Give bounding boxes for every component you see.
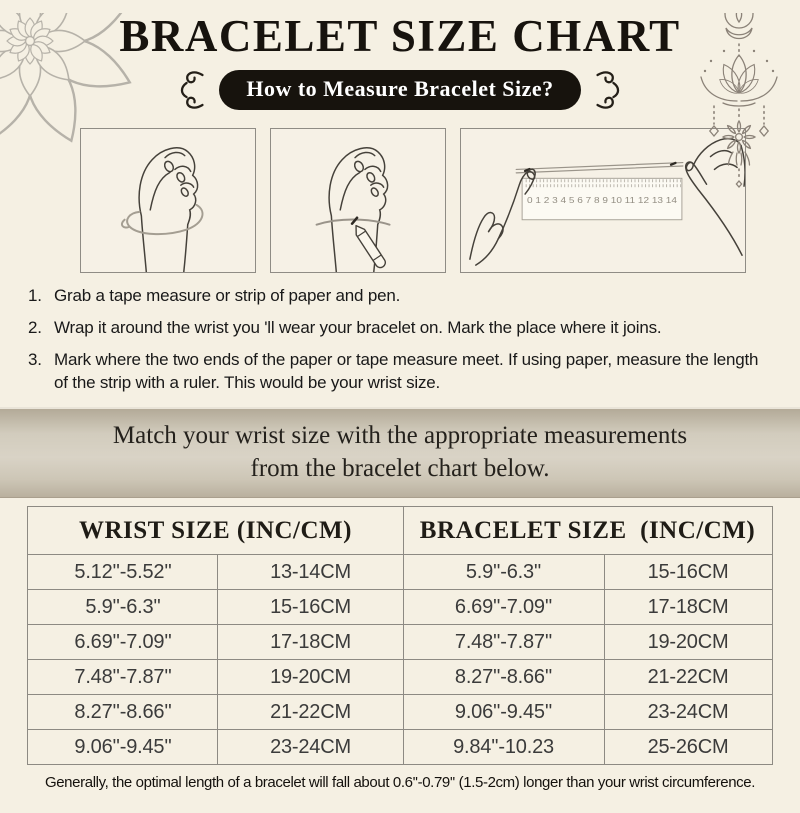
table-cell: 9.06''-9.45''	[27, 729, 219, 765]
table-cell: 9.84''-10.23	[402, 729, 605, 765]
badge-row: How to Measure Bracelet Size?	[0, 67, 800, 113]
right-hand	[684, 138, 745, 257]
right-curly-flourish-icon	[596, 71, 619, 109]
table-cell: 8.27''-8.66''	[402, 659, 605, 695]
table-cell: 19-20CM	[217, 659, 404, 695]
size-table: WRIST SIZE (INC/CM) BRACELET SIZE (INC/C…	[27, 506, 773, 765]
illustration-measure-ruler: 0 1 2 3 4 5 6 7 8 9 10 11 12 13 14	[460, 128, 746, 274]
instruction-text: Mark where the two ends of the paper or …	[54, 350, 759, 393]
instruction-text: Grab a tape measure or strip of paper an…	[54, 286, 401, 306]
illustration-row: 0 1 2 3 4 5 6 7 8 9 10 11 12 13 14	[80, 128, 800, 274]
table-row: 6.69''-7.09'' 17-18CM 7.48''-7.87'' 19-20CM	[27, 624, 773, 660]
footer-note: Generally, the optimal length of a brace…	[44, 774, 756, 791]
banner-line-2: from the bracelet chart below.	[250, 455, 550, 482]
hand-with-pen-drawing	[315, 147, 391, 273]
table-cell: 6.69''-7.09''	[27, 624, 219, 660]
left-curly-flourish-icon	[181, 71, 204, 109]
instruction-item: 1. Grab a tape measure or strip of paper…	[28, 285, 800, 308]
table-row: 8.27''-8.66'' 21-22CM 9.06''-9.45'' 23-24CM	[27, 694, 773, 730]
paper-strip	[515, 162, 684, 174]
pen	[355, 225, 386, 269]
ruler: 0 1 2 3 4 5 6 7 8 9 10 11 12 13 14	[521, 178, 683, 221]
instruction-item: 3. Mark where the two ends of the paper …	[28, 349, 800, 395]
tape-loop	[121, 204, 204, 236]
illustration-wrap-tape	[80, 128, 256, 274]
table-cell: 8.27''-8.66''	[27, 694, 219, 730]
table-row: 7.48''-7.87'' 19-20CM 8.27''-8.66'' 21-22CM	[27, 659, 773, 695]
ruler-scale-numbers: 0 1 2 3 4 5 6 7 8 9 10 11 12 13 14	[527, 195, 677, 205]
table-cell: 21-22CM	[603, 659, 773, 695]
instruction-list: 1. Grab a tape measure or strip of paper…	[28, 285, 800, 395]
table-cell: 21-22CM	[217, 694, 404, 730]
table-cell: 9.06''-9.45''	[402, 694, 605, 730]
table-cell: 7.48''-7.87''	[402, 624, 605, 660]
table-cell: 6.69''-7.09''	[402, 589, 605, 625]
table-row: 9.06''-9.45'' 23-24CM 9.84''-10.23 25-26CM	[27, 729, 773, 765]
table-cell: 23-24CM	[603, 694, 773, 730]
banner-line-1: Match your wrist size with the appropria…	[112, 422, 688, 449]
bracelet-size-chart-infographic: { "header": { "title": "BRACELET SIZE CH…	[0, 11, 800, 813]
illustration-mark-pen	[270, 128, 446, 274]
instruction-number: 2.	[28, 318, 42, 338]
hands-with-ruler-drawing: 0 1 2 3 4 5 6 7 8 9 10 11 12 13 14	[469, 138, 745, 267]
table-row: 5.12''-5.52'' 13-14CM 5.9''-6.3'' 15-16CM	[27, 554, 773, 590]
table-cell: 5.9''-6.3''	[27, 589, 219, 625]
table-cell: 15-16CM	[217, 589, 404, 625]
table-cell: 17-18CM	[603, 589, 773, 625]
size-table-body: 5.12''-5.52'' 13-14CM 5.9''-6.3'' 15-16CM 5.…	[27, 554, 773, 765]
table-cell: 15-16CM	[603, 554, 773, 590]
match-size-banner: Match your wrist size with the appropria…	[0, 407, 800, 498]
table-cell: 17-18CM	[217, 624, 404, 660]
instruction-number: 3.	[28, 350, 42, 370]
wrist-size-header: WRIST SIZE (INC/CM)	[27, 506, 404, 555]
instruction-number: 1.	[28, 286, 42, 306]
table-row: 5.9''-6.3'' 15-16CM 6.69''-7.09'' 17-18CM	[27, 589, 773, 625]
table-header-row: WRIST SIZE (INC/CM) BRACELET SIZE (INC/C…	[27, 506, 773, 555]
bracelet-size-header: BRACELET SIZE (INC/CM)	[402, 506, 773, 555]
hand-with-tape-drawing	[121, 147, 204, 273]
table-cell: 5.9''-6.3''	[402, 554, 605, 590]
table-cell: 25-26CM	[603, 729, 773, 765]
table-cell: 5.12''-5.52''	[27, 554, 219, 590]
instruction-item: 2. Wrap it around the wrist you 'll wear…	[28, 317, 800, 340]
page-title: BRACELET SIZE CHART	[119, 11, 681, 61]
how-to-measure-badge: How to Measure Bracelet Size?	[219, 70, 581, 111]
table-cell: 19-20CM	[603, 624, 773, 660]
left-hand	[469, 168, 536, 267]
table-cell: 23-24CM	[217, 729, 404, 765]
instruction-text: Wrap it around the wrist you 'll wear yo…	[54, 318, 662, 338]
table-cell: 7.48''-7.87''	[27, 659, 219, 695]
table-cell: 13-14CM	[217, 554, 404, 590]
